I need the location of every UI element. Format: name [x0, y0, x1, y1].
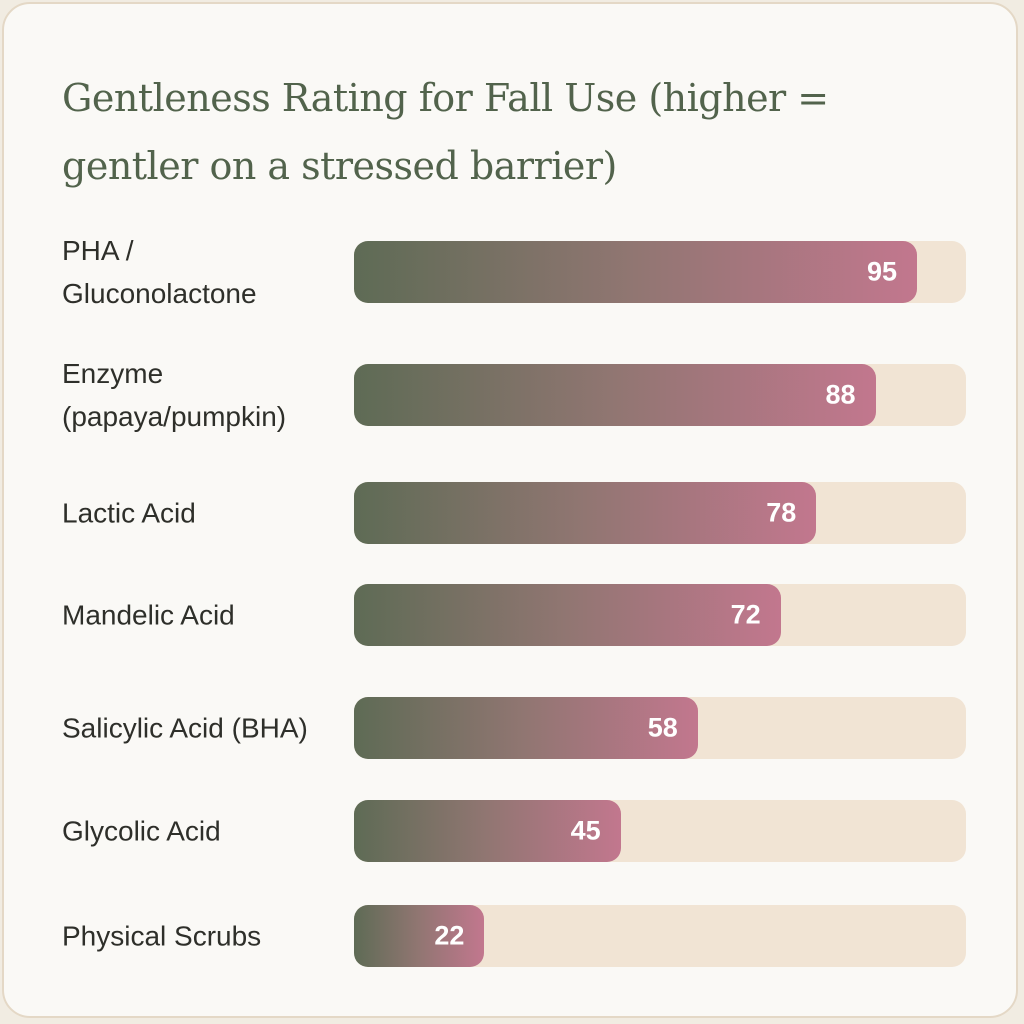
category-label: Salicylic Acid (BHA) [62, 712, 308, 744]
bar-row: Mandelic Acid 72 [4, 584, 1024, 646]
category-label: Enzyme (papaya/pumpkin) [62, 358, 287, 432]
bar: 78 [354, 482, 817, 544]
value-label: 22 [434, 920, 465, 951]
bar-track: 72 [354, 584, 966, 646]
bar: 22 [354, 905, 485, 967]
bar-rows: PHA / Gluconolactone 95 Enzyme (papaya/pum… [4, 4, 1024, 1024]
bar: 88 [354, 364, 876, 426]
bar-track: 58 [354, 697, 966, 759]
bar-track: 45 [354, 800, 966, 862]
value-label: 88 [825, 379, 856, 410]
bar-track: 78 [354, 482, 966, 544]
bar-track: 22 [354, 905, 966, 967]
bar-row: Lactic Acid 78 [4, 482, 1024, 544]
category-label: PHA / Gluconolactone [62, 235, 257, 309]
bar-track: 88 [354, 364, 966, 426]
bar-track: 95 [354, 241, 966, 303]
value-label: 58 [647, 712, 678, 743]
value-label: 78 [766, 497, 797, 528]
category-label: Physical Scrubs [62, 920, 262, 952]
bar: 72 [354, 584, 781, 646]
value-label: 72 [730, 599, 761, 630]
bar: 58 [354, 697, 698, 759]
bar-row: Physical Scrubs 22 [4, 905, 1024, 967]
category-label: Glycolic Acid [62, 815, 221, 847]
bar-row: PHA / Gluconolactone 95 [4, 235, 1024, 309]
bar-row: Glycolic Acid 45 [4, 800, 1024, 862]
bar: 45 [354, 800, 621, 862]
bar: 95 [354, 241, 918, 303]
category-label: Mandelic Acid [62, 599, 235, 631]
bar-row: Enzyme (papaya/pumpkin) 88 [4, 358, 1024, 432]
bar-row: Salicylic Acid (BHA) 58 [4, 697, 1024, 759]
category-label: Lactic Acid [62, 497, 196, 529]
value-label: 45 [570, 815, 601, 846]
chart-title: Gentleness Rating for Fall Use (higher =… [62, 76, 829, 188]
value-label: 95 [866, 256, 898, 287]
